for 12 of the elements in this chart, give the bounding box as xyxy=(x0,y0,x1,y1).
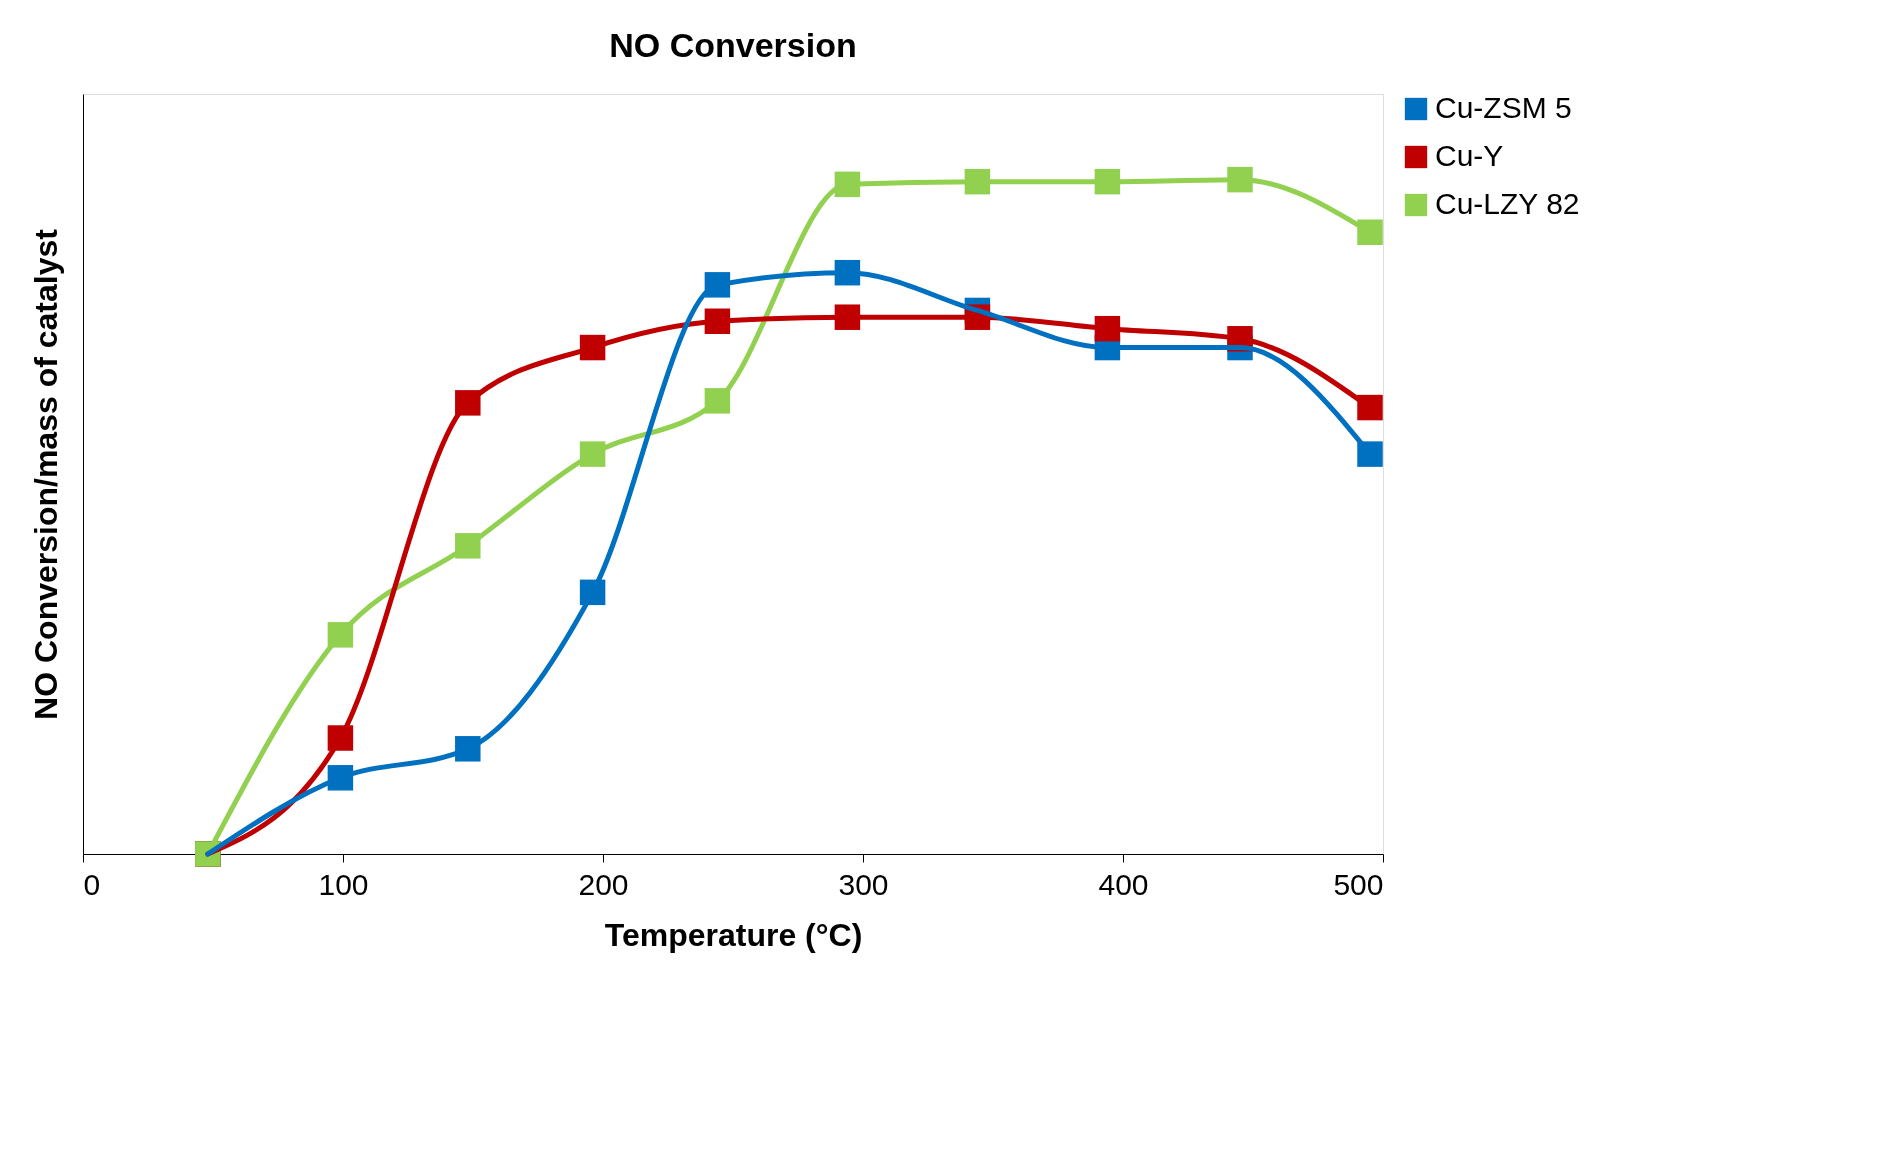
legend-label: Cu-ZSM 5 xyxy=(1435,91,1572,124)
x-tick-label: 200 xyxy=(578,867,629,901)
y-axis-title: NO Conversion/mass of catalyst xyxy=(27,228,64,720)
x-tick-label: 400 xyxy=(1098,867,1149,901)
x-tick-label: 300 xyxy=(838,867,889,901)
x-tick-label: 0 xyxy=(83,867,101,901)
x-tick-label: 100 xyxy=(318,867,369,901)
legend-label: Cu-Y xyxy=(1435,139,1504,172)
x-tick-label: 500 xyxy=(1333,867,1384,901)
legend-label: Cu-LZY 82 xyxy=(1435,187,1580,220)
x-axis-title: Temperature (°C) xyxy=(604,916,863,953)
chart-title: NO Conversion xyxy=(609,26,857,64)
